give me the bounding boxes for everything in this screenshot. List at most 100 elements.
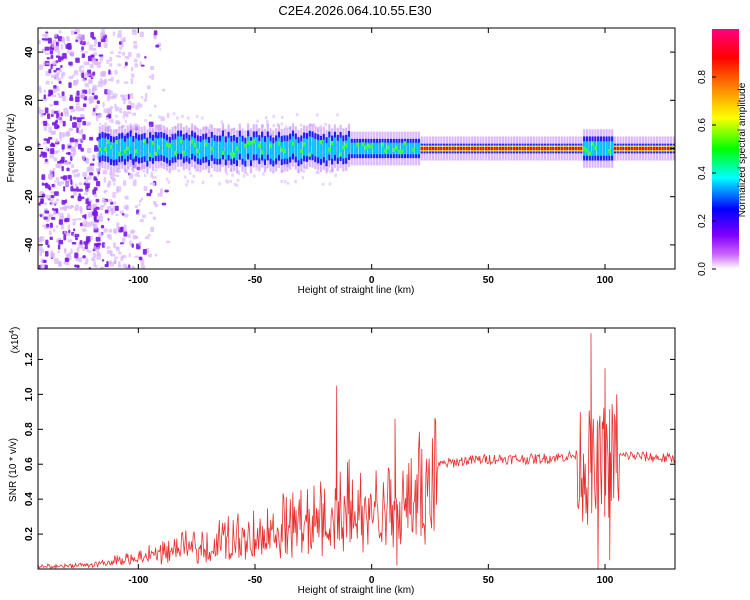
spectrogram-noise-cell	[40, 114, 44, 118]
spectrogram-noise-cell	[44, 264, 48, 269]
spectrogram-noise-cell	[95, 104, 99, 110]
spectrogram-band-inner	[174, 150, 178, 155]
spectrogram-noise-cell	[103, 243, 106, 247]
spectrogram-noise-cell	[119, 210, 124, 214]
spectrogram-band-mid	[602, 141, 605, 156]
spectrogram-noise-cell	[134, 179, 137, 183]
spectrogram-noise-cell	[114, 103, 117, 109]
spectrogram-noise-cell	[43, 138, 49, 141]
spectrogram-noise-cell	[68, 128, 74, 132]
spectrogram-noise-cell	[302, 169, 306, 173]
spectrogram-noise-cell	[43, 89, 47, 93]
snr-y-tick-label: 0.6	[24, 457, 35, 471]
spectrogram-noise-cell	[42, 141, 47, 145]
spectrogram-noise-cell	[136, 53, 141, 58]
spectrogram-noise-cell	[93, 211, 98, 217]
spectrogram-noise-cell	[120, 226, 124, 233]
spectrogram-noise-cell	[73, 173, 78, 178]
spectrogram-noise-cell	[48, 126, 52, 133]
spectrogram-band-mid	[353, 142, 356, 155]
spectrogram-band-peak	[566, 146, 569, 151]
spectrogram-band-peak	[546, 146, 549, 151]
spectrogram-noise-cell	[76, 90, 80, 96]
spectrogram-noise-cell	[38, 39, 41, 45]
spectrogram-band-peak	[574, 146, 577, 151]
spectrogram-noise-cell	[58, 95, 64, 99]
spectrogram-noise-cell	[309, 123, 313, 127]
spectrogram-noise-cell	[51, 94, 57, 98]
spectrogram-noise-cell	[63, 261, 66, 265]
spectrogram-band-inner	[283, 148, 287, 153]
spectrogram-noise-cell	[66, 130, 70, 135]
spectrogram-noise-cell	[136, 174, 141, 178]
spectrogram-noise-cell	[46, 113, 51, 120]
spectrogram-noise-cell	[276, 123, 280, 127]
spectrogram-noise-cell	[106, 117, 109, 121]
spectrogram-noise-cell	[55, 225, 59, 229]
spectrogram-noise-cell	[128, 173, 134, 180]
spectrogram-noise-cell	[39, 109, 44, 115]
spectrogram-noise-cell	[60, 223, 65, 230]
spectrogram-band-mid	[165, 140, 169, 158]
spectrogram-noise-cell	[45, 31, 49, 34]
spectrogram-noise-cell	[75, 236, 78, 241]
spectrogram-noise-cell	[70, 146, 76, 152]
spectrogram-band-inner	[252, 139, 256, 144]
colorbar-tick-label: 0.0	[697, 262, 708, 276]
spectrogram-noise-cell	[57, 250, 61, 253]
spectrogram-noise-cell	[126, 105, 132, 110]
spectrogram-noise-cell	[44, 202, 47, 206]
spectrogram-noise-cell	[78, 66, 82, 72]
spectrogram-noise-cell	[167, 180, 171, 184]
spectrogram-noise-cell	[99, 213, 103, 218]
spectrogram-noise-cell	[88, 80, 93, 84]
spectrogram-noise-cell	[336, 113, 339, 117]
spectrogram-noise-cell	[87, 250, 92, 253]
spectrogram-band-mid	[230, 141, 233, 159]
spectrogram-noise-cell	[194, 168, 198, 172]
spectrogram-band-mid	[168, 142, 171, 161]
spectrogram-noise-cell	[130, 73, 135, 78]
spectrogram-band-inner	[247, 140, 251, 145]
spectrogram-noise-cell	[66, 161, 71, 165]
spectrogram-band-mid	[611, 141, 614, 156]
spectrogram-noise-cell	[75, 96, 80, 103]
spectrogram-noise-cell	[67, 239, 73, 243]
spectrogram-band-mid	[401, 142, 404, 155]
spectrogram-band-inner	[356, 142, 360, 147]
spectrogram-noise-cell	[51, 122, 57, 126]
spectrogram-noise-cell	[152, 216, 157, 220]
spectrogram-noise-cell	[118, 261, 121, 267]
spectrogram-noise-cell	[86, 61, 90, 64]
spectrogram-noise-cell	[79, 240, 83, 245]
spectrogram-band-peak	[527, 146, 530, 151]
spectrogram-band-mid	[182, 140, 185, 158]
spectrogram-band-mid	[367, 142, 370, 155]
spectrogram-band-mid	[294, 139, 297, 157]
spectrogram-noise-cell	[152, 200, 157, 205]
spectrogram-noise-cell	[253, 174, 256, 178]
spectrogram-noise-cell	[52, 208, 55, 211]
spectrogram-noise-cell	[60, 112, 63, 117]
spectrogram-noise-cell	[70, 248, 73, 254]
spectrogram-noise-cell	[153, 30, 158, 36]
spectrogram-noise-cell	[53, 100, 59, 106]
spectrogram-band-peak	[563, 146, 566, 151]
spectrogram-band-mid	[179, 136, 183, 154]
spectrogram-band-inner	[319, 140, 324, 145]
spectrogram-band-mid	[107, 139, 110, 157]
spectrogram-noise-cell	[144, 119, 147, 123]
spectrogram-noise-cell	[104, 209, 109, 214]
spectrogram-noise-cell	[68, 75, 74, 80]
spectrogram-noise-cell	[110, 51, 114, 54]
spectrogram-noise-cell	[70, 179, 73, 185]
spectrogram-noise-cell	[39, 201, 43, 204]
spectrogram-noise-cell	[123, 224, 127, 231]
spectrogram-noise-cell	[112, 192, 116, 198]
spectrogram-noise-cell	[86, 123, 89, 127]
spectrogram-noise-cell	[116, 170, 121, 174]
spectrogram-y-tick-label: -40	[24, 237, 35, 252]
spectrogram-noise-cell	[48, 173, 54, 180]
spectrogram-noise-cell	[118, 55, 122, 58]
